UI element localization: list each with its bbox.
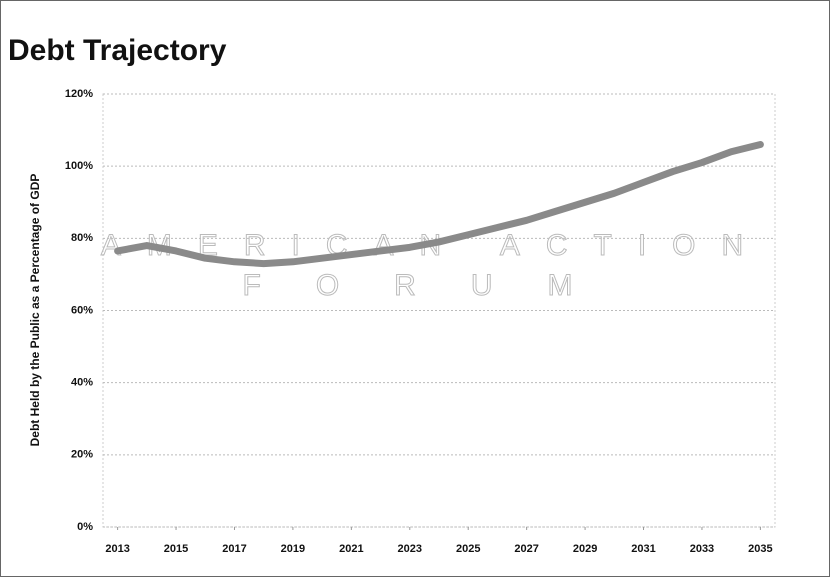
y-tick-label: 60% <box>71 304 93 316</box>
y-tick-label: 80% <box>71 232 93 244</box>
x-tick-label: 2029 <box>573 543 597 555</box>
y-tick-label: 100% <box>65 160 93 172</box>
y-tick-label: 20% <box>71 449 93 461</box>
y-tick-label: 40% <box>71 377 93 389</box>
x-tick-label: 2025 <box>456 543 480 555</box>
y-tick-label: 0% <box>77 521 93 533</box>
line <box>114 141 764 268</box>
watermark: FORUM <box>243 269 628 302</box>
x-tick-label: 2021 <box>339 543 363 555</box>
x-tick-label: 2033 <box>690 543 714 555</box>
x-tick-label: 2017 <box>222 543 246 555</box>
y-tick-label: 120% <box>65 88 93 100</box>
chart-title: Debt Trajectory <box>8 34 227 67</box>
x-tick-label: 2027 <box>514 543 538 555</box>
y-axis-label: Debt Held by the Public as a Percentage … <box>28 174 42 447</box>
x-tick-label: 2023 <box>398 543 422 555</box>
x-tick-label: 2019 <box>281 543 305 555</box>
x-tick-label: 2015 <box>164 543 188 555</box>
x-tick-label: 2031 <box>631 543 655 555</box>
x-tick-label: 2035 <box>748 543 772 555</box>
x-tick-label: 2013 <box>105 543 129 555</box>
